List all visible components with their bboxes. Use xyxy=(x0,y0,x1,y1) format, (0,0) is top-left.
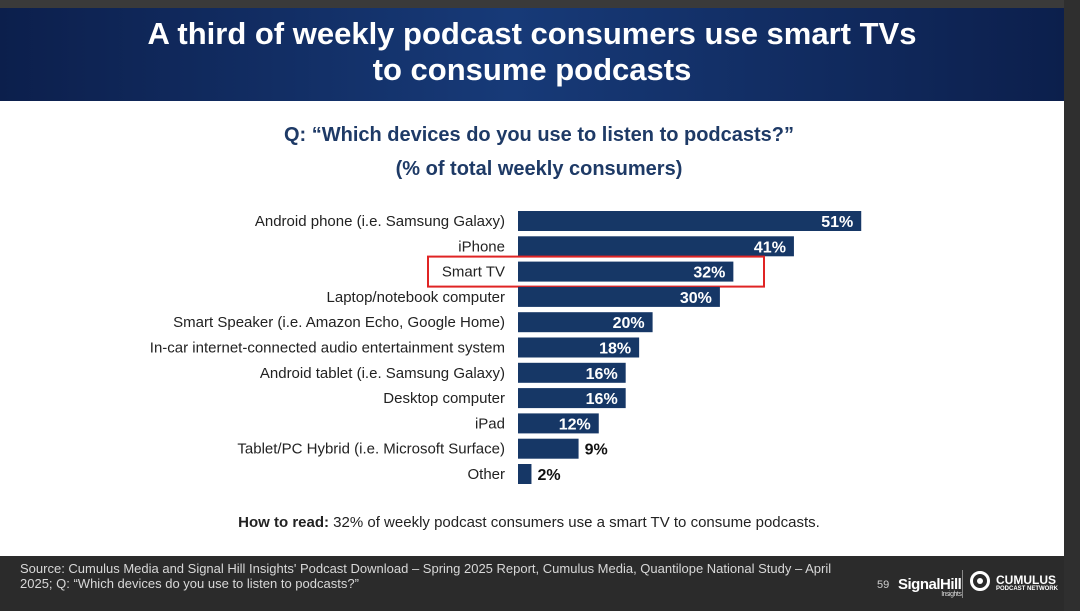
bar xyxy=(518,236,794,257)
bar xyxy=(518,312,653,333)
bar xyxy=(518,464,532,484)
value-label: 32% xyxy=(693,265,725,282)
value-label: 12% xyxy=(559,416,591,433)
value-label: 16% xyxy=(586,366,618,383)
window-right-edge xyxy=(1064,0,1080,611)
bar xyxy=(518,413,599,434)
category-label: iPhone xyxy=(458,238,505,255)
value-label: 18% xyxy=(599,341,631,358)
bar xyxy=(518,261,734,282)
value-label: 41% xyxy=(754,239,786,256)
bar xyxy=(518,211,862,231)
category-label: Other xyxy=(467,466,505,483)
page-number: 59 xyxy=(877,579,890,591)
signalhill-logo-text: SignalHill xyxy=(898,576,962,593)
slide-title: A third of weekly podcast consumers use … xyxy=(0,16,1064,88)
category-label: iPad xyxy=(475,415,505,432)
category-label: Tablet/PC Hybrid (i.e. Microsoft Surface… xyxy=(237,441,505,458)
value-label: 51% xyxy=(821,214,853,231)
value-label: 16% xyxy=(586,391,618,408)
title-banner: A third of weekly podcast consumers use … xyxy=(0,8,1064,101)
slide-title-line-1: A third of weekly podcast consumers use … xyxy=(147,16,917,51)
bar xyxy=(518,286,720,307)
bar-chart: Android phone (i.e. Samsung Galaxy) 51% iP… xyxy=(150,211,862,484)
highlight-box xyxy=(427,255,765,288)
bar xyxy=(518,388,626,409)
category-label: Smart TV xyxy=(442,264,505,281)
logo-divider xyxy=(962,570,963,598)
category-label: In-car internet-connected audio entertai… xyxy=(150,340,505,357)
bar xyxy=(518,362,626,383)
value-label: 30% xyxy=(680,290,712,307)
cumulus-logo-text: CUMULUS xyxy=(996,573,1056,587)
chart-subtitle: (% of total weekly consumers) xyxy=(395,158,683,180)
slide-title-line-2: to consume podcasts xyxy=(372,52,692,87)
value-label: 2% xyxy=(537,467,560,484)
category-label: Laptop/notebook computer xyxy=(327,289,505,306)
category-label: Android phone (i.e. Samsung Galaxy) xyxy=(255,213,505,230)
source-note: Source: Cumulus Media and Signal Hill In… xyxy=(20,561,832,591)
chart-title: Q: “Which devices do you use to listen t… xyxy=(283,124,795,146)
footer: Source: Cumulus Media and Signal Hill In… xyxy=(0,556,1064,611)
how-to-read-text: 32% of weekly podcast consumers use a sm… xyxy=(329,514,820,531)
signalhill-logo-sub: Insights xyxy=(941,591,962,598)
bar xyxy=(518,438,579,459)
cumulus-logo-sub: PODCAST NETWORK xyxy=(996,586,1058,592)
category-label: Smart Speaker (i.e. Amazon Echo, Google … xyxy=(173,314,505,331)
slide: A third of weekly podcast consumers use … xyxy=(0,8,1064,556)
window-top-edge xyxy=(0,0,1080,8)
bar xyxy=(518,337,640,358)
how-to-read: How to read: 32% of weekly podcast consu… xyxy=(0,514,1058,531)
cumulus-logo-icon xyxy=(970,571,990,591)
category-label: Android tablet (i.e. Samsung Galaxy) xyxy=(260,365,505,382)
signalhill-logo: SignalHill Insights xyxy=(898,576,962,598)
cumulus-logo: CUMULUS PODCAST NETWORK xyxy=(996,573,1058,592)
category-label: Desktop computer xyxy=(383,390,505,407)
value-label: 9% xyxy=(585,442,608,459)
value-label: 20% xyxy=(613,315,645,332)
how-to-read-label: How to read: xyxy=(238,514,330,531)
